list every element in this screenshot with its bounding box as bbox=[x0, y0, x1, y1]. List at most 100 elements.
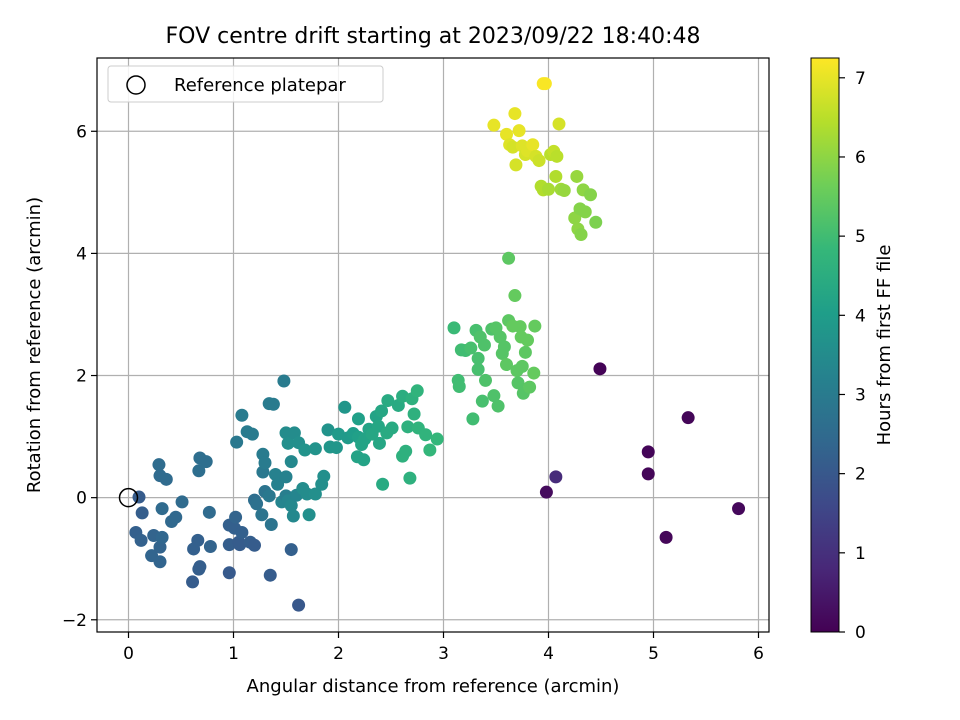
colorbar-tick-label: 4 bbox=[855, 306, 866, 326]
data-point bbox=[493, 330, 507, 344]
data-point bbox=[532, 154, 546, 168]
data-point bbox=[570, 169, 584, 183]
data-point bbox=[277, 374, 291, 388]
data-point bbox=[132, 490, 146, 504]
data-point bbox=[286, 509, 300, 523]
data-point bbox=[528, 319, 542, 333]
data-point bbox=[641, 445, 655, 459]
data-point bbox=[527, 366, 541, 380]
legend-entry: Reference platepar bbox=[174, 75, 346, 96]
data-point bbox=[308, 442, 322, 456]
data-point bbox=[550, 149, 564, 163]
data-point bbox=[549, 169, 563, 183]
data-point bbox=[271, 477, 285, 491]
colorbar-tick-label: 2 bbox=[855, 465, 866, 485]
y-tick-label: 4 bbox=[76, 244, 87, 264]
data-point bbox=[508, 289, 522, 303]
data-point bbox=[399, 444, 413, 458]
data-point bbox=[584, 188, 597, 202]
data-point bbox=[235, 408, 249, 422]
y-tick-label: 6 bbox=[76, 122, 87, 142]
data-points bbox=[129, 77, 746, 612]
data-point bbox=[552, 117, 566, 131]
data-point bbox=[589, 215, 603, 229]
data-point bbox=[403, 471, 417, 485]
data-point bbox=[192, 464, 206, 478]
data-point bbox=[338, 400, 352, 414]
data-point bbox=[292, 598, 306, 612]
data-point bbox=[159, 472, 173, 486]
data-point bbox=[539, 485, 553, 499]
data-point bbox=[233, 538, 247, 552]
data-point bbox=[351, 412, 365, 426]
data-point bbox=[357, 453, 371, 467]
data-point bbox=[191, 533, 205, 547]
data-point bbox=[497, 340, 511, 354]
data-point bbox=[521, 333, 534, 347]
data-point bbox=[401, 420, 415, 434]
data-point bbox=[284, 455, 298, 469]
x-axis-ticks: 0 1 2 3 4 5 6 bbox=[123, 632, 764, 664]
data-point bbox=[385, 421, 399, 435]
data-point bbox=[511, 376, 525, 390]
data-point bbox=[407, 407, 421, 421]
x-tick-label: 1 bbox=[228, 644, 239, 664]
y-tick-label: −2 bbox=[62, 611, 87, 631]
data-point bbox=[487, 118, 501, 132]
colorbar-tick-label: 3 bbox=[855, 385, 866, 405]
data-point bbox=[258, 456, 272, 470]
data-point bbox=[222, 566, 236, 580]
data-point bbox=[153, 540, 167, 554]
data-point bbox=[266, 397, 280, 411]
data-point bbox=[287, 426, 301, 440]
data-point bbox=[152, 458, 166, 472]
data-point bbox=[471, 362, 485, 376]
data-point bbox=[500, 358, 513, 372]
data-point bbox=[506, 140, 520, 154]
data-point bbox=[500, 127, 513, 141]
data-point bbox=[475, 394, 489, 408]
data-point bbox=[262, 489, 276, 503]
chart-title: FOV centre drift starting at 2023/09/22 … bbox=[166, 24, 701, 49]
y-axis-ticks: −2 0 2 4 6 bbox=[62, 122, 97, 631]
data-point bbox=[155, 530, 169, 544]
data-point bbox=[375, 404, 389, 418]
x-tick-label: 4 bbox=[543, 644, 554, 664]
colorbar-tick-label: 7 bbox=[855, 69, 866, 89]
data-point bbox=[135, 506, 149, 520]
data-point bbox=[245, 427, 259, 441]
data-point bbox=[557, 184, 571, 198]
data-point bbox=[317, 469, 331, 483]
data-point bbox=[264, 518, 278, 532]
x-axis-label: Angular distance from reference (arcmin) bbox=[247, 676, 620, 697]
data-point bbox=[255, 508, 269, 522]
x-tick-label: 3 bbox=[438, 644, 449, 664]
data-point bbox=[321, 423, 335, 437]
data-point bbox=[279, 470, 293, 484]
data-point bbox=[479, 373, 492, 387]
data-point bbox=[376, 477, 390, 491]
legend: Reference platepar bbox=[107, 65, 384, 103]
x-tick-label: 6 bbox=[753, 644, 764, 664]
data-point bbox=[471, 351, 485, 365]
data-point bbox=[202, 505, 216, 519]
data-point bbox=[477, 338, 491, 352]
data-point bbox=[308, 487, 322, 501]
data-point bbox=[513, 320, 527, 334]
x-tick-label: 2 bbox=[333, 644, 344, 664]
data-point bbox=[250, 497, 264, 511]
y-tick-label: 0 bbox=[76, 489, 87, 509]
data-point bbox=[515, 359, 529, 373]
data-point bbox=[230, 435, 244, 449]
data-point bbox=[578, 205, 592, 219]
x-tick-label: 0 bbox=[123, 644, 134, 664]
data-point bbox=[269, 467, 282, 481]
data-point bbox=[526, 138, 540, 152]
legend-marker bbox=[126, 75, 146, 95]
colorbar-tick-label: 5 bbox=[855, 227, 866, 247]
data-point bbox=[193, 560, 207, 574]
data-point bbox=[538, 77, 552, 91]
data-point bbox=[372, 436, 386, 450]
data-point bbox=[502, 251, 516, 265]
